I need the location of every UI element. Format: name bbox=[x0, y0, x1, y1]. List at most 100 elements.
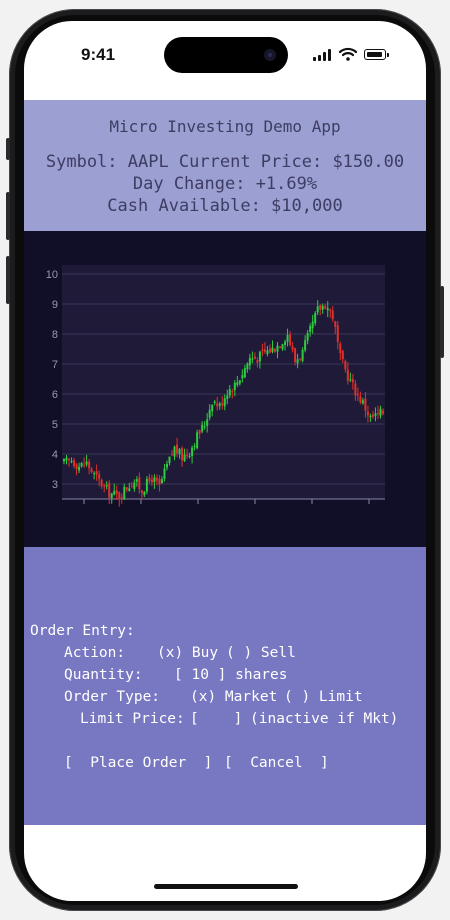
candle-body bbox=[138, 477, 141, 490]
cash-available-line: Cash Available: $10,000 bbox=[107, 196, 343, 216]
candle-body bbox=[165, 463, 168, 468]
home-indicator bbox=[154, 884, 298, 889]
candle-body bbox=[98, 474, 101, 479]
limit-price-input[interactable]: [ ] bbox=[190, 711, 243, 727]
phone-screen: 9:41 Micro Investing Demo App Symbol: AA… bbox=[24, 21, 426, 901]
candle-body bbox=[160, 479, 163, 484]
candle-body bbox=[376, 413, 379, 415]
candle-body bbox=[319, 305, 322, 310]
candle-body bbox=[173, 446, 176, 457]
candle-body bbox=[150, 479, 153, 483]
candle-body bbox=[291, 346, 294, 350]
candle-body bbox=[213, 401, 216, 404]
app-header: Micro Investing Demo App Symbol: AAPL Cu… bbox=[24, 100, 426, 231]
candle-body bbox=[70, 461, 73, 463]
candle-body bbox=[148, 477, 151, 482]
action-label: Action: bbox=[64, 645, 126, 661]
candle-body bbox=[321, 305, 324, 310]
status-time: 9:41 bbox=[81, 45, 116, 64]
limit-radio[interactable]: ( ) Limit bbox=[284, 689, 363, 705]
cancel-button[interactable]: [ Cancel ] bbox=[224, 755, 329, 771]
y-tick-label: 8 bbox=[52, 329, 58, 341]
candle-body bbox=[346, 369, 349, 381]
signal-icon bbox=[313, 49, 333, 61]
battery-icon bbox=[364, 49, 389, 60]
market-radio[interactable]: (x) Market bbox=[190, 689, 278, 705]
order-entry-heading: Order Entry: bbox=[30, 623, 135, 639]
candle-body bbox=[100, 479, 103, 487]
candle-body bbox=[246, 363, 249, 370]
candle-body bbox=[258, 351, 261, 362]
candle-body bbox=[344, 361, 347, 370]
candle-body bbox=[379, 408, 382, 416]
candle-body bbox=[188, 455, 191, 457]
candle-body bbox=[241, 375, 244, 379]
candle-body bbox=[168, 456, 171, 464]
candle-body bbox=[193, 446, 196, 448]
candle-body bbox=[294, 348, 297, 362]
candle-body bbox=[120, 497, 123, 499]
candle-body bbox=[73, 460, 76, 467]
candle-body bbox=[351, 378, 354, 383]
candle-body bbox=[208, 409, 211, 418]
symbol-price-line: Symbol: AAPL Current Price: $150.00 bbox=[45, 152, 405, 172]
candle-body bbox=[171, 454, 174, 456]
candle-body bbox=[163, 468, 166, 480]
side-button-left-3 bbox=[6, 256, 10, 304]
candle-body bbox=[196, 432, 199, 449]
candle-body bbox=[183, 454, 186, 462]
y-tick-label: 6 bbox=[52, 389, 58, 401]
day-change-line: Day Change: +1.69% bbox=[132, 174, 318, 194]
candle-body bbox=[211, 404, 214, 412]
candle-body bbox=[273, 348, 276, 352]
candle-body bbox=[301, 349, 304, 361]
candle-body bbox=[108, 483, 111, 498]
order-entry-panel: Order Entry: Action: (x) Buy ( ) Sell Qu… bbox=[24, 547, 426, 825]
y-tick-label: 5 bbox=[52, 419, 58, 431]
candle-body bbox=[251, 358, 254, 360]
price-chart-panel: 3 4 5 6 7 8 9 10 bbox=[24, 231, 426, 547]
candle-body bbox=[110, 493, 113, 499]
dynamic-island bbox=[164, 37, 288, 73]
status-bar: 9:41 bbox=[24, 21, 426, 99]
app-title: Micro Investing Demo App bbox=[109, 117, 341, 136]
candle-body bbox=[181, 448, 184, 461]
candle-body bbox=[113, 490, 116, 495]
sell-radio[interactable]: ( ) Sell bbox=[226, 645, 296, 661]
candle-body bbox=[371, 414, 374, 417]
candle-body bbox=[299, 358, 302, 360]
y-tick-label: 10 bbox=[46, 269, 58, 281]
y-tick-label: 9 bbox=[52, 299, 58, 311]
plot-area bbox=[62, 265, 385, 499]
candle-body bbox=[125, 487, 128, 490]
place-order-button[interactable]: [ Place Order ] bbox=[64, 755, 213, 771]
wifi-icon bbox=[339, 47, 357, 61]
candle-body bbox=[228, 389, 231, 396]
limit-price-label: Limit Price: bbox=[80, 711, 185, 727]
candle-body bbox=[158, 478, 161, 485]
candle-body bbox=[286, 334, 289, 342]
candle-body bbox=[248, 357, 251, 366]
candle-body bbox=[341, 350, 344, 360]
candle-body bbox=[354, 383, 357, 396]
candle-body bbox=[296, 359, 299, 364]
candle-body bbox=[93, 472, 96, 474]
candle-body bbox=[218, 403, 221, 406]
order-type-label: Order Type: bbox=[64, 689, 161, 705]
candle-body bbox=[289, 334, 292, 346]
y-tick-label: 7 bbox=[52, 359, 58, 371]
buy-radio[interactable]: (x) Buy bbox=[157, 645, 219, 661]
candle-body bbox=[128, 488, 131, 491]
candle-body bbox=[309, 326, 312, 332]
candle-body bbox=[349, 379, 352, 381]
quantity-input[interactable]: [ 10 ] shares bbox=[174, 667, 288, 683]
candle-body bbox=[191, 447, 194, 457]
candle-body bbox=[118, 492, 121, 500]
candle-body bbox=[105, 485, 108, 487]
price-chart: 3 4 5 6 7 8 9 10 bbox=[46, 265, 385, 507]
candle-body bbox=[382, 410, 384, 414]
candle-body bbox=[145, 478, 148, 492]
candle-body bbox=[306, 332, 309, 341]
candle-body bbox=[284, 341, 287, 345]
candle-body bbox=[364, 398, 367, 411]
